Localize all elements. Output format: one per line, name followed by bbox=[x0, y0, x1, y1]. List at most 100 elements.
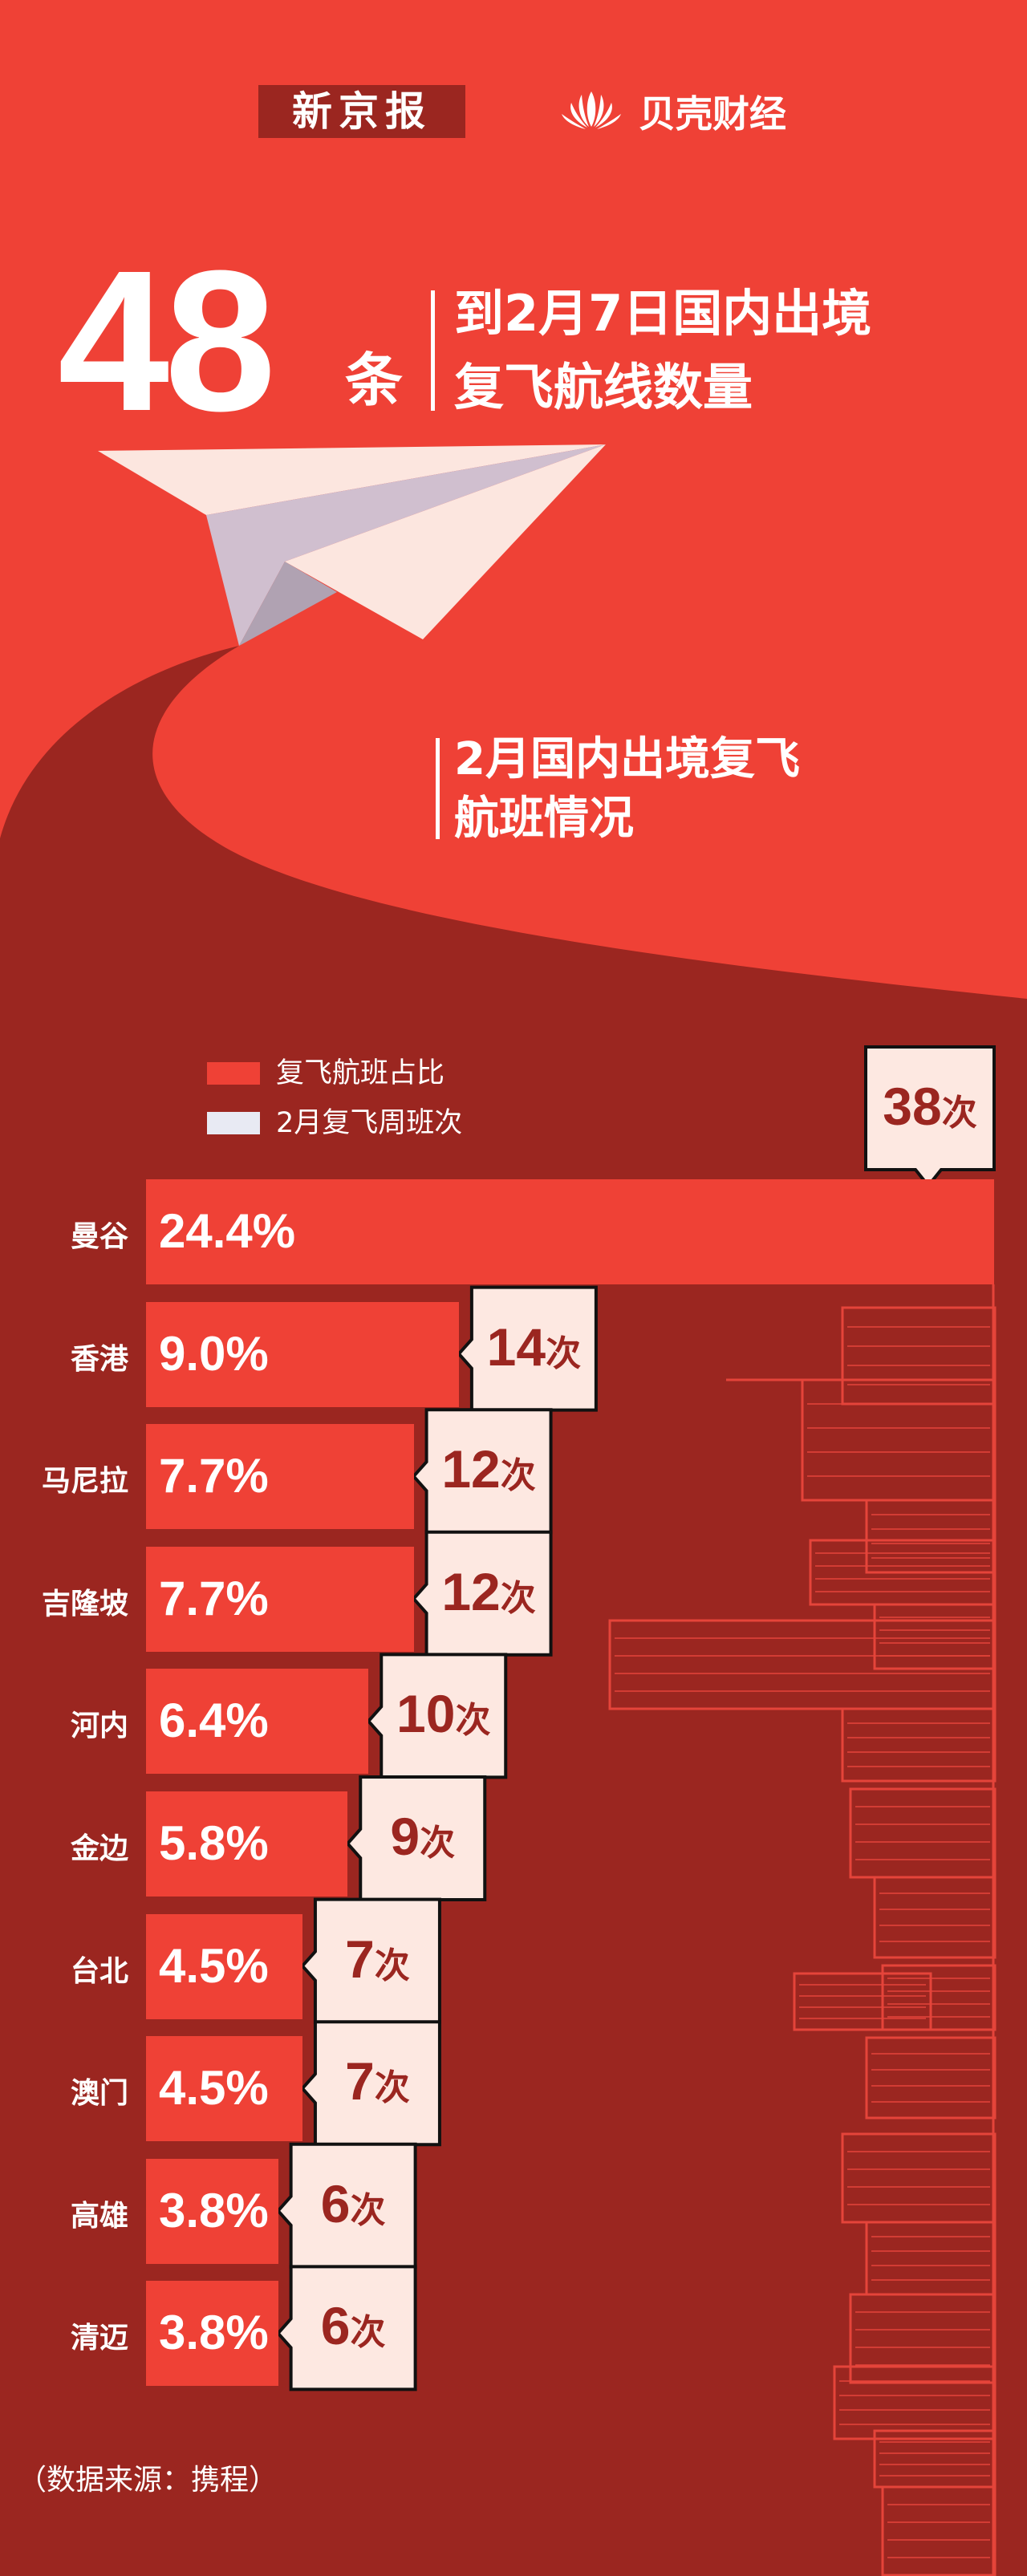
weekly-flights-label: 7次 bbox=[315, 2051, 440, 2112]
bar-value-label: 9.0% bbox=[159, 1326, 269, 1381]
weekly-flights-value: 9 bbox=[390, 1807, 420, 1866]
city-skyline-outline bbox=[608, 1284, 997, 2576]
category-label: 马尼拉 bbox=[41, 1465, 128, 1499]
skyline-building bbox=[881, 1964, 997, 2031]
weekly-flights-value: 6 bbox=[320, 2296, 351, 2356]
weekly-flights-value: 12 bbox=[441, 1439, 501, 1499]
bar-value-label: 6.4% bbox=[159, 1694, 269, 1748]
weekly-flights-unit: 次 bbox=[350, 2312, 386, 2354]
bar-value-label: 4.5% bbox=[159, 1938, 269, 1993]
category-label: 河内 bbox=[70, 1710, 128, 1743]
weekly-flights-label: 12次 bbox=[427, 1561, 551, 1622]
skyline-building bbox=[608, 1619, 997, 1710]
weekly-flights-unit: 次 bbox=[350, 2189, 386, 2231]
category-label: 清迈 bbox=[70, 2322, 128, 2355]
bar-share bbox=[146, 1424, 414, 1530]
weekly-flights-unit: 次 bbox=[941, 1093, 977, 1134]
weekly-flights-unit: 次 bbox=[374, 1945, 410, 1986]
weekly-flights-label: 6次 bbox=[291, 2173, 416, 2234]
weekly-flights-callout bbox=[345, 1775, 487, 1901]
bar-value-label: 3.8% bbox=[159, 2183, 269, 2237]
skyline-building bbox=[873, 1876, 997, 1959]
category-label: 高雄 bbox=[70, 2199, 128, 2233]
weekly-flights-unit: 次 bbox=[374, 2067, 410, 2109]
weekly-flights-label: 38次 bbox=[866, 1076, 994, 1137]
weekly-flights-unit: 次 bbox=[455, 1700, 491, 1742]
weekly-flights-callout bbox=[457, 1285, 598, 1412]
bar-share bbox=[146, 1791, 348, 1897]
seashell-icon bbox=[562, 91, 621, 129]
weekly-flights-label: 10次 bbox=[381, 1683, 505, 1744]
category-label: 台北 bbox=[70, 1954, 128, 1988]
category-label: 吉隆坡 bbox=[41, 1587, 128, 1621]
bar-share bbox=[146, 1546, 414, 1652]
paper-plane-illustration bbox=[98, 444, 606, 646]
weekly-flights-value: 7 bbox=[345, 2051, 375, 2112]
weekly-flights-callout bbox=[275, 2265, 417, 2391]
weekly-flights-callout bbox=[300, 2020, 441, 2147]
weekly-flights-unit: 次 bbox=[420, 1823, 456, 1864]
headline-title: 到2月7日国内出境 复飞航线数量 bbox=[454, 277, 871, 424]
legend-label-share: 复飞航班占比 bbox=[276, 1057, 445, 1089]
category-label: 香港 bbox=[70, 1342, 128, 1376]
weekly-flights-callout bbox=[864, 1045, 996, 1189]
headline-title-line2: 复飞航线数量 bbox=[454, 358, 753, 416]
weekly-flights-callout bbox=[411, 1408, 553, 1535]
weekly-flights-label: 14次 bbox=[472, 1316, 596, 1377]
weekly-flights-value: 10 bbox=[396, 1684, 456, 1744]
legend-label-weekly: 2月复飞周班次 bbox=[276, 1107, 463, 1139]
skyline-building bbox=[865, 2036, 997, 2120]
beike-logo-text: 贝壳财经 bbox=[639, 92, 786, 136]
skyline-building bbox=[841, 1707, 997, 1783]
weekly-flights-unit: 次 bbox=[546, 1333, 582, 1374]
weekly-flights-value: 38 bbox=[883, 1077, 942, 1136]
legend-swatch-weekly bbox=[207, 1112, 260, 1134]
weekly-flights-unit: 次 bbox=[500, 1455, 536, 1497]
weekly-flights-callout bbox=[275, 2142, 417, 2269]
section-title: 2月国内出境复飞 航班情况 bbox=[454, 730, 800, 849]
bar-share bbox=[146, 2036, 302, 2142]
skyline-building bbox=[793, 1972, 932, 2031]
bar-value-label: 7.7% bbox=[159, 1571, 269, 1625]
weekly-flights-label: 7次 bbox=[315, 1929, 440, 1990]
weekly-flights-callout bbox=[366, 1653, 508, 1779]
headline-title-line1: 到2月7日国内出境 bbox=[454, 284, 872, 343]
weekly-flights-label: 9次 bbox=[360, 1806, 485, 1867]
bar-value-label: 3.8% bbox=[159, 2306, 269, 2360]
bar-share bbox=[146, 1179, 994, 1284]
weekly-flights-value: 14 bbox=[486, 1316, 546, 1377]
skyline-building bbox=[833, 2365, 997, 2440]
skyline-building bbox=[865, 1499, 997, 1574]
headline-number: 48 bbox=[58, 229, 276, 452]
bar-value-label: 5.8% bbox=[159, 1816, 269, 1870]
section-title-line2: 航班情况 bbox=[454, 793, 634, 845]
weekly-flights-label: 6次 bbox=[291, 2295, 416, 2356]
weekly-flights-label: 12次 bbox=[427, 1438, 551, 1499]
weekly-flights-callout bbox=[300, 1897, 441, 2024]
bar-share bbox=[146, 1913, 302, 2019]
weekly-flights-value: 6 bbox=[320, 2173, 351, 2233]
category-label: 澳门 bbox=[70, 2077, 128, 2111]
category-label: 金边 bbox=[70, 1832, 128, 1865]
weekly-flights-value: 12 bbox=[441, 1561, 501, 1621]
bar-value-label: 7.7% bbox=[159, 1449, 269, 1503]
legend-swatch-share bbox=[207, 1062, 260, 1085]
bar-share bbox=[146, 1669, 369, 1775]
category-label: 曼谷 bbox=[70, 1220, 128, 1253]
bar-share bbox=[146, 2158, 278, 2264]
skyline-building bbox=[881, 2485, 997, 2576]
data-source: （数据来源：携程） bbox=[18, 2464, 278, 2497]
section-title-line1: 2月国内出境复飞 bbox=[454, 733, 800, 785]
bar-value-label: 4.5% bbox=[159, 2061, 269, 2116]
weekly-flights-unit: 次 bbox=[500, 1577, 536, 1619]
title-divider bbox=[431, 290, 435, 411]
bar-value-label: 24.4% bbox=[159, 1204, 296, 1258]
skyline-building bbox=[849, 2293, 997, 2384]
beike-finance-logo: 贝壳财经 bbox=[555, 83, 786, 140]
bar-share bbox=[146, 1301, 459, 1407]
bar-share bbox=[146, 2281, 278, 2387]
xinjingbao-logo: 新京报 bbox=[258, 85, 465, 138]
section-divider bbox=[436, 738, 440, 839]
weekly-flights-callout bbox=[411, 1530, 553, 1657]
headline-unit: 条 bbox=[345, 347, 404, 414]
